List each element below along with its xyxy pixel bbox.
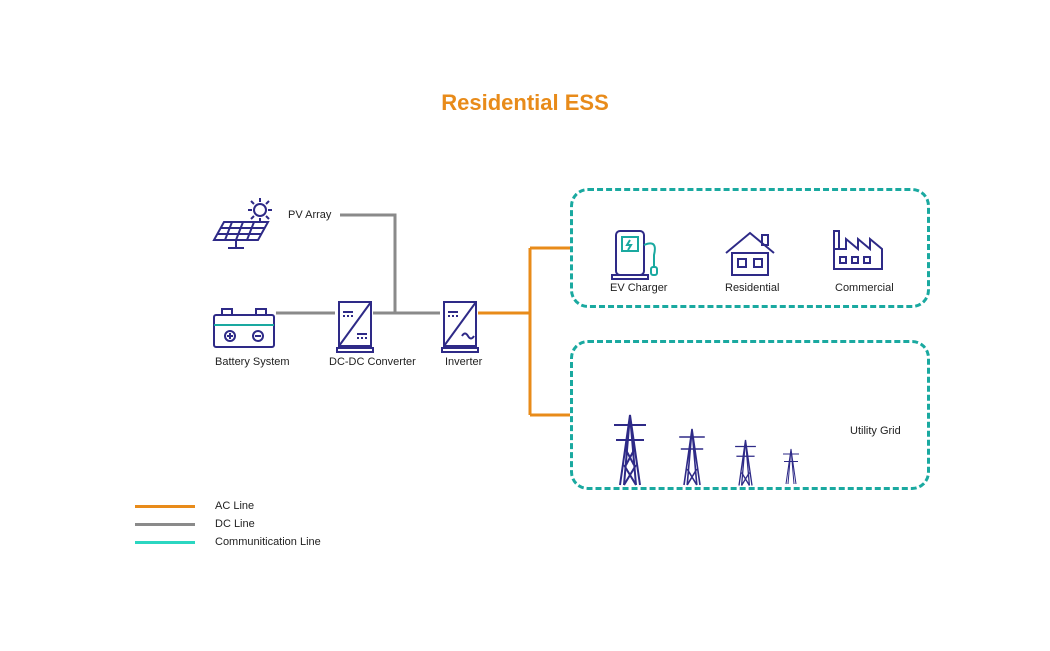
diagram-title-text: Residential ESS	[441, 90, 609, 115]
dcdc-label: DC-DC Converter	[329, 356, 416, 368]
commercial-label: Commercial	[835, 282, 894, 294]
ev-charger-label: EV Charger	[610, 282, 667, 294]
residential-icon	[720, 225, 780, 280]
diagram-title: Residential ESS	[0, 90, 1050, 116]
legend-row-ac: AC Line	[135, 500, 321, 512]
residential-label: Residential	[725, 282, 779, 294]
inverter-icon	[440, 300, 480, 355]
legend-label-comm: Communitication Line	[215, 536, 321, 548]
dcdc-converter-icon	[335, 300, 375, 355]
legend-row-comm: Communitication Line	[135, 536, 321, 548]
legend-swatch-dc	[135, 523, 195, 526]
commercial-icon	[830, 225, 890, 275]
legend-row-dc: DC Line	[135, 518, 321, 530]
utility-grid-label: Utility Grid	[850, 425, 901, 437]
battery-label: Battery System	[215, 356, 290, 368]
ev-charger-icon	[610, 225, 665, 285]
legend-swatch-comm	[135, 541, 195, 544]
legend-swatch-ac	[135, 505, 195, 508]
legend: AC Line DC Line Communitication Line	[135, 500, 321, 554]
pv-array-icon	[210, 200, 280, 260]
battery-icon	[210, 305, 280, 355]
pv-array-label: PV Array	[288, 209, 331, 221]
inverter-label: Inverter	[445, 356, 482, 368]
legend-label-ac: AC Line	[215, 500, 254, 512]
utility-grid-icon	[600, 395, 840, 495]
legend-label-dc: DC Line	[215, 518, 255, 530]
